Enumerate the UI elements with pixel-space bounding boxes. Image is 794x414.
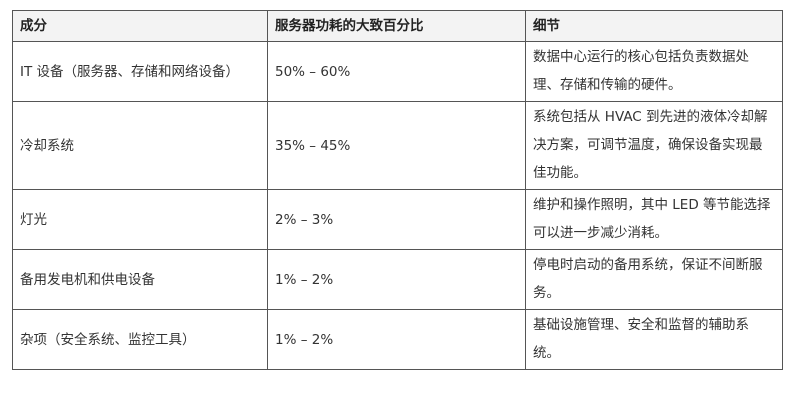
cell-percent: 50% – 60% (267, 41, 526, 102)
header-detail: 细节 (525, 10, 783, 42)
power-table-container: 成分 服务器功耗的大致百分比 细节 IT 设备（服务器、存储和网络设备） 50%… (12, 10, 783, 370)
header-component: 成分 (12, 10, 268, 42)
table-row: 杂项（安全系统、监控工具） 1% – 2% 基础设施管理、安全和监督的辅助系统。 (12, 309, 783, 370)
cell-component: IT 设备（服务器、存储和网络设备） (12, 41, 268, 102)
header-percent: 服务器功耗的大致百分比 (267, 10, 526, 42)
cell-detail: 系统包括从 HVAC 到先进的液体冷却解决方案，可调节温度，确保设备实现最佳功能… (525, 101, 783, 190)
table-row: 备用发电机和供电设备 1% – 2% 停电时启动的备用系统，保证不间断服务。 (12, 249, 783, 310)
cell-component: 备用发电机和供电设备 (12, 249, 268, 310)
table-header-row: 成分 服务器功耗的大致百分比 细节 (12, 10, 783, 42)
cell-detail: 维护和操作照明，其中 LED 等节能选择可以进一步减少消耗。 (525, 189, 783, 250)
cell-percent: 1% – 2% (267, 249, 526, 310)
cell-percent: 35% – 45% (267, 101, 526, 190)
cell-detail: 停电时启动的备用系统，保证不间断服务。 (525, 249, 783, 310)
cell-component: 冷却系统 (12, 101, 268, 190)
cell-detail: 数据中心运行的核心包括负责数据处理、存储和传输的硬件。 (525, 41, 783, 102)
power-consumption-table: 成分 服务器功耗的大致百分比 细节 IT 设备（服务器、存储和网络设备） 50%… (12, 10, 783, 370)
cell-percent: 1% – 2% (267, 309, 526, 370)
cell-component: 灯光 (12, 189, 268, 250)
cell-percent: 2% – 3% (267, 189, 526, 250)
table-row: IT 设备（服务器、存储和网络设备） 50% – 60% 数据中心运行的核心包括… (12, 41, 783, 102)
table-row: 冷却系统 35% – 45% 系统包括从 HVAC 到先进的液体冷却解决方案，可… (12, 101, 783, 190)
cell-component: 杂项（安全系统、监控工具） (12, 309, 268, 370)
cell-detail: 基础设施管理、安全和监督的辅助系统。 (525, 309, 783, 370)
table-row: 灯光 2% – 3% 维护和操作照明，其中 LED 等节能选择可以进一步减少消耗… (12, 189, 783, 250)
